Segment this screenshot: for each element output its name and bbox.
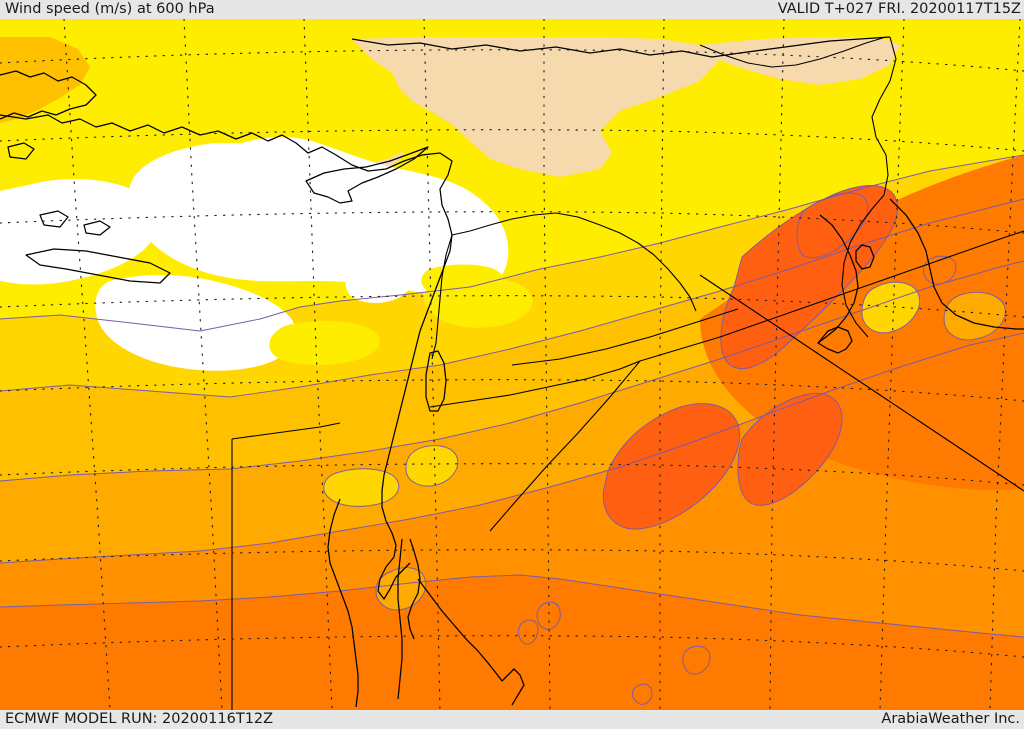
coastline-layer (0, 36, 1024, 708)
border-iraq-saudi (639, 230, 1024, 362)
contour-line-3 (0, 260, 1024, 482)
coastline-levant (381, 234, 453, 558)
coastline-island-b (83, 220, 111, 236)
coastline-nile (397, 538, 403, 700)
band-fill-gold-island-b (406, 445, 458, 487)
coastline-redsea-east (417, 578, 525, 706)
coastline-qatar (855, 244, 875, 270)
coastline-island-a (39, 210, 69, 228)
band-fill-hot-core-b (603, 403, 740, 530)
contour-line-4 (0, 332, 1024, 564)
band-fill-white-med-lobe (95, 275, 297, 371)
border-jordan-saudi (429, 360, 641, 532)
border-levant-inner (431, 234, 453, 360)
wind-speed-contour-map (0, 19, 1024, 710)
band-fill-strong-orange (0, 575, 1024, 710)
border-turkey-syria (451, 212, 697, 312)
band-fill-yellow-lobe-a (269, 320, 380, 365)
map-canvas[interactable] (0, 19, 1024, 710)
contour-line-5 (0, 574, 1024, 638)
coastline-aegean (0, 70, 97, 120)
band-fill-amber-island-low (376, 567, 426, 610)
contour-fill-layer (0, 19, 1024, 710)
border-caucasus (699, 36, 887, 68)
footer-bar: ECMWF MODEL RUN: 20200116T12Z ArabiaWeat… (0, 710, 1024, 729)
band-fill-hot-core-c (737, 393, 842, 506)
contour-micro-c (631, 683, 653, 705)
coastline-sinai-west (377, 556, 411, 600)
band-fill-white-med-west (0, 179, 159, 285)
band-fill-gold-island-d (944, 292, 1006, 340)
coastline-island-c (7, 142, 35, 160)
coastline-anatolia-south (0, 114, 453, 236)
band-fill-gold-island-c (862, 282, 920, 333)
page-title: Wind speed (m/s) at 600 hPa (5, 1, 215, 17)
contour-micro-d (682, 645, 711, 675)
band-fill-gold-island-a (323, 468, 399, 507)
header-bar: Wind speed (m/s) at 600 hPa VALID T+027 … (0, 0, 1024, 19)
contour-island-d (943, 291, 1006, 341)
contour-island-e (375, 567, 427, 611)
band-fill-white-med (128, 137, 509, 296)
band-fill-peach-anatolia (352, 37, 720, 177)
contour-micro-a (536, 601, 561, 630)
contour-line-2 (0, 198, 1024, 398)
coastline-cyprus (305, 146, 429, 204)
band-fill-gold-aegean (0, 37, 90, 123)
coastline-sinai-east (407, 538, 421, 640)
border-egypt-north (231, 422, 341, 440)
contour-island-c (861, 281, 920, 334)
coastline-suez (327, 498, 359, 708)
coastline-persian-gulf (817, 214, 859, 344)
coastline-crete (25, 248, 171, 284)
coastline-blacksea (351, 36, 891, 58)
contour-line-1 (0, 154, 1024, 332)
band-fill-white-pocket (345, 260, 412, 303)
contour-hot-core-b (602, 403, 741, 530)
model-run-label: ECMWF MODEL RUN: 20200116T12Z (5, 711, 274, 727)
contour-hot-core-c (737, 392, 843, 506)
contour-micro-b (517, 619, 539, 645)
valid-time-label: VALID T+027 FRI. 20200117T15Z (777, 1, 1021, 17)
contour-line-layer (0, 154, 1024, 705)
coastline-iran (889, 198, 1024, 330)
coastline-gulf-west (817, 326, 853, 354)
brand-label: ArabiaWeather Inc. (881, 711, 1020, 727)
border-turkey-east (871, 36, 897, 196)
border-iran-iraq (841, 194, 885, 338)
border-layer (231, 36, 1024, 710)
border-diagonal-ne (699, 274, 1024, 492)
border-syria-iraq (511, 308, 739, 366)
contour-island-b (405, 445, 459, 487)
